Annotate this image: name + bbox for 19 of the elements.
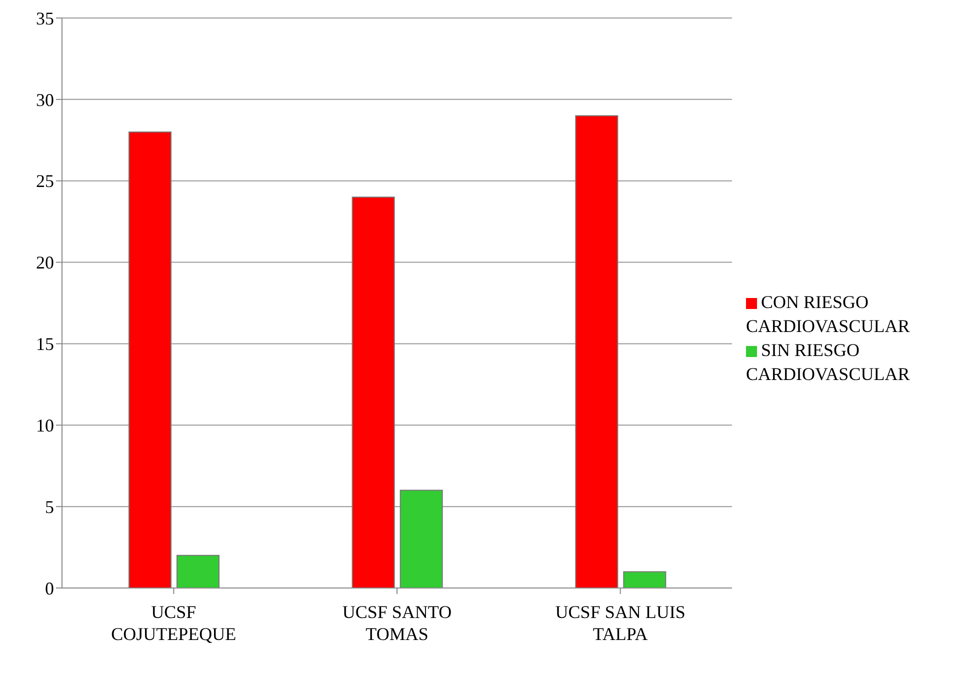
bar xyxy=(176,554,220,588)
bar xyxy=(352,196,395,588)
y-tick-label: 30 xyxy=(36,90,54,110)
bar xyxy=(575,115,618,588)
y-tick-label: 0 xyxy=(45,578,54,598)
bar xyxy=(623,571,666,588)
y-tick-label: 15 xyxy=(36,334,54,354)
y-tick-label: 20 xyxy=(36,252,54,273)
y-tick-label: 35 xyxy=(36,8,54,28)
y-tick-label: 25 xyxy=(36,171,54,192)
legend-label: SIN RIESGO CARDIOVASCULAR xyxy=(746,340,910,384)
x-tick-label: UCSF SAN LUIS TALPA xyxy=(555,602,686,644)
legend-label: CON RIESGO CARDIOVASCULAR xyxy=(746,292,910,336)
y-tick-label: 5 xyxy=(45,496,54,517)
x-tick-label: UCSF COJUTEPEQUE xyxy=(111,602,236,644)
y-tick-label: 10 xyxy=(36,416,54,436)
bar xyxy=(128,132,172,588)
x-tick-label: UCSF SANTO TOMAS xyxy=(342,602,452,644)
bar xyxy=(400,490,443,588)
